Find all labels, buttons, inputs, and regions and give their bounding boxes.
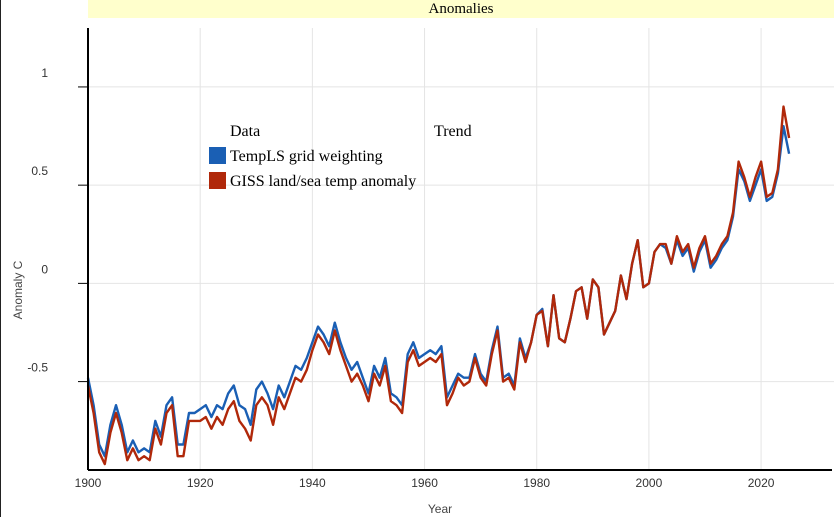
series-layer: [86, 105, 791, 466]
x-tick-label-4: 1980: [523, 476, 550, 490]
x-tick-label-5: 2000: [636, 476, 663, 490]
series-line-1: [86, 105, 791, 466]
y-tick-label-3: -0.5: [27, 361, 48, 375]
legend-swatch-templs: [209, 147, 226, 164]
x-tick-label-1: 1920: [187, 476, 214, 490]
x-axis-title: Year: [428, 502, 452, 516]
x-tick-label-3: 1960: [411, 476, 438, 490]
x-tick-label-6: 2020: [748, 476, 775, 490]
y-tick-label-1: 0.5: [31, 164, 48, 178]
legend-label-giss: GISS land/sea temp anomaly: [230, 173, 416, 190]
tick-labels: 1900 1920 1940 1960 1980 2000 2020 1 0.5 0 -0.5: [27, 66, 774, 490]
chart-title: Anomalies: [88, 0, 834, 18]
legend-swatch-giss: [209, 172, 226, 189]
legend-header-data: Data: [230, 123, 260, 140]
y-axis-title: Anomaly C: [11, 260, 25, 319]
legend-label-templs: TempLS grid weighting: [230, 148, 383, 165]
y-tick-label-2: 0: [41, 262, 48, 276]
y-tick-label-0: 1: [41, 66, 48, 80]
legend-header-trend: Trend: [434, 123, 472, 140]
series-line-0: [86, 124, 791, 458]
x-tick-label-0: 1900: [75, 476, 102, 490]
x-tick-label-2: 1940: [299, 476, 326, 490]
axes: [87, 28, 832, 471]
legend: Data Trend TempLS grid weighting GISS la…: [209, 123, 472, 190]
